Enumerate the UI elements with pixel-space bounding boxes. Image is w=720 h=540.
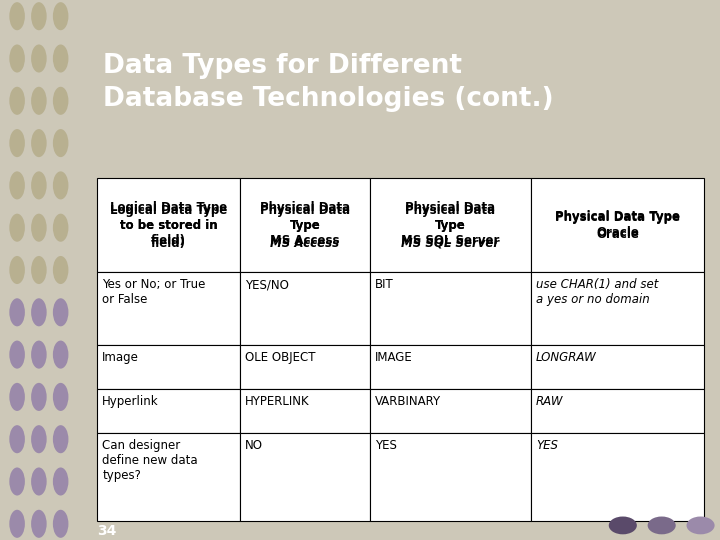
Ellipse shape [31,129,47,157]
Ellipse shape [53,425,68,453]
Bar [370,178,531,273]
Ellipse shape [648,516,675,535]
Text: Physical Data Type
Oracle: Physical Data Type Oracle [555,211,680,239]
Ellipse shape [9,87,25,115]
Text: to be stored in: to be stored in [120,219,217,232]
Text: field): field) [150,237,186,249]
Bar [370,345,531,389]
Ellipse shape [9,383,25,411]
Bar [531,345,704,389]
Text: Type: Type [435,219,466,232]
Text: OLE OBJECT: OLE OBJECT [245,351,315,364]
Text: Hyperlink: Hyperlink [102,395,159,408]
Ellipse shape [53,510,68,538]
Bar [97,178,240,273]
Text: YES: YES [375,439,397,452]
Ellipse shape [9,171,25,199]
Bar [97,389,240,433]
Ellipse shape [31,383,47,411]
Text: Logical Data Type: Logical Data Type [109,201,227,214]
Ellipse shape [9,2,25,30]
Text: Physical Data
Type
MS SQL Server: Physical Data Type MS SQL Server [401,204,500,247]
Bar [370,389,531,433]
Text: Yes or No; or True
or False: Yes or No; or True or False [102,278,205,306]
Bar [531,273,704,345]
Ellipse shape [31,2,47,30]
Ellipse shape [53,468,68,496]
Text: Data Types for Different
Database Technologies (cont.): Data Types for Different Database Techno… [104,53,554,112]
Text: use CHAR(1) and set
a yes or no domain: use CHAR(1) and set a yes or no domain [536,278,659,306]
Ellipse shape [53,2,68,30]
Bar [97,273,240,345]
Text: YES: YES [536,439,558,452]
Ellipse shape [53,129,68,157]
Ellipse shape [9,510,25,538]
Ellipse shape [53,87,68,115]
Text: YES/NO: YES/NO [245,278,289,291]
Text: Oracle: Oracle [596,228,639,241]
Text: Physical Data
Type
MS Access: Physical Data Type MS Access [260,204,350,247]
Text: VARBINARY: VARBINARY [375,395,441,408]
Ellipse shape [53,256,68,284]
Text: BIT: BIT [375,278,394,291]
Bar [240,345,370,389]
Ellipse shape [9,256,25,284]
Ellipse shape [53,214,68,242]
Text: 34: 34 [97,524,117,538]
Bar [97,345,240,389]
Bar [240,389,370,433]
Text: Physical Data Type: Physical Data Type [555,210,680,222]
Text: LONGRAW: LONGRAW [536,351,597,364]
Ellipse shape [31,44,47,72]
Ellipse shape [9,44,25,72]
Bar [531,433,704,521]
Ellipse shape [687,516,714,535]
Text: Can designer
define new data
types?: Can designer define new data types? [102,439,198,482]
Ellipse shape [31,468,47,496]
Text: Logical Data Type
to be stored in
field): Logical Data Type to be stored in field) [109,204,227,247]
Ellipse shape [31,510,47,538]
Text: RAW: RAW [536,395,564,408]
Ellipse shape [609,516,636,535]
Ellipse shape [31,171,47,199]
Ellipse shape [9,298,25,326]
Bar [97,433,240,521]
Bar [370,273,531,345]
Ellipse shape [9,425,25,453]
Ellipse shape [31,256,47,284]
Text: Image: Image [102,351,139,364]
Ellipse shape [31,214,47,242]
Ellipse shape [53,383,68,411]
Ellipse shape [9,129,25,157]
Ellipse shape [31,298,47,326]
Ellipse shape [53,171,68,199]
Bar [531,178,704,273]
Text: MS SQL Server: MS SQL Server [402,237,500,249]
Text: Physical Data: Physical Data [260,201,350,214]
Bar [531,389,704,433]
Ellipse shape [31,425,47,453]
Text: Physical Data: Physical Data [405,201,495,214]
Bar [370,433,531,521]
Text: HYPERLINK: HYPERLINK [245,395,310,408]
Ellipse shape [31,87,47,115]
Text: NO: NO [245,439,263,452]
Ellipse shape [9,468,25,496]
Text: Type: Type [289,219,320,232]
Bar [240,178,370,273]
Ellipse shape [53,298,68,326]
Bar [240,433,370,521]
Bar [240,273,370,345]
Ellipse shape [31,341,47,369]
Text: MS Access: MS Access [270,237,339,249]
Ellipse shape [9,214,25,242]
Ellipse shape [9,341,25,369]
Ellipse shape [53,341,68,369]
Text: IMAGE: IMAGE [375,351,413,364]
Ellipse shape [53,44,68,72]
